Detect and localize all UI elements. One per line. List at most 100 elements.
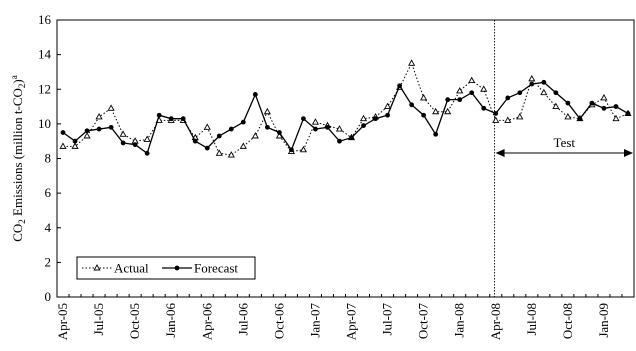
forecast-point — [541, 79, 547, 85]
y-tick-label: 8 — [45, 151, 52, 166]
forecast-point — [469, 90, 475, 96]
y-axis-title: CO2 Emissions (million t-CO2)a — [9, 75, 27, 242]
x-tick-label: Jul-07 — [380, 303, 395, 336]
x-tick-label: Apr-06 — [199, 303, 214, 341]
actual-point — [552, 102, 560, 110]
forecast-point — [493, 111, 499, 116]
y-tick-label: 16 — [38, 12, 52, 27]
forecast-point — [120, 140, 126, 146]
actual-point — [227, 151, 235, 158]
actual-point — [492, 116, 500, 123]
x-tick-label: Jan-07 — [307, 303, 322, 338]
series-actual — [59, 59, 632, 158]
actual-point — [432, 107, 440, 115]
forecast-point — [156, 112, 162, 118]
y-tick-label: 10 — [38, 116, 51, 131]
forecast-point — [168, 116, 174, 122]
x-tick-label: Jul-08 — [524, 303, 539, 336]
actual-point — [83, 132, 91, 139]
series-layer — [59, 59, 632, 158]
forecast-point — [625, 111, 631, 116]
legend-forecast-label: Forecast — [194, 261, 238, 276]
actual-point — [311, 118, 320, 125]
forecast-point — [445, 97, 451, 103]
forecast-point — [252, 92, 258, 97]
forecast-point — [325, 124, 330, 130]
x-tick-label: Jul-05 — [91, 303, 106, 336]
forecast-point — [301, 116, 306, 122]
forecast-point — [144, 150, 150, 156]
x-tick-label: Apr-08 — [488, 303, 503, 340]
actual-point — [143, 135, 151, 142]
forecast-point — [409, 102, 415, 108]
plot-border — [56, 19, 635, 298]
test-annotation: Test — [494, 20, 633, 297]
forecast-point — [72, 138, 78, 144]
actual-point — [335, 125, 344, 132]
x-tick-label: Jan-08 — [452, 303, 467, 338]
forecast-point — [108, 124, 114, 130]
forecast-point — [565, 100, 571, 106]
forecast-point — [228, 126, 234, 132]
forecast-point — [264, 124, 270, 130]
forecast-point — [192, 138, 198, 144]
actual-point — [480, 85, 488, 92]
x-tick-label: Apr-07 — [344, 303, 359, 341]
forecast-point — [84, 128, 90, 134]
x-tick-label: Jul-06 — [235, 303, 250, 336]
forecast-point — [421, 112, 427, 118]
actual-point — [540, 88, 548, 96]
x-tick-label: Jan-09 — [596, 303, 611, 338]
x-tick-label: Oct-08 — [560, 303, 575, 339]
actual-point — [408, 59, 416, 66]
forecast-point — [180, 116, 186, 122]
actual-point — [444, 107, 452, 115]
y-tick-label: 0 — [45, 289, 52, 304]
x-axis: Apr-05 Jul-05 Oct-05 Jan-06 Apr-06 Jul-06 Oct-… — [55, 294, 635, 341]
forecast-point — [529, 81, 535, 87]
forecast-point — [96, 126, 102, 132]
forecast-point — [589, 100, 595, 106]
forecast-point — [505, 95, 511, 101]
actual-point — [71, 142, 79, 149]
x-tick-label: Jan-06 — [163, 303, 178, 338]
actual-point — [384, 102, 392, 110]
y-tick-label: 6 — [45, 185, 52, 200]
actual-point — [359, 114, 368, 122]
test-arrow-right-head — [624, 149, 633, 157]
actual-point — [612, 114, 620, 122]
legend-forecast-marker — [174, 265, 180, 271]
actual-point — [468, 76, 476, 84]
forecast-point — [601, 105, 607, 111]
forecast-point — [337, 138, 342, 144]
actual-point — [456, 87, 464, 94]
forecast-point — [289, 147, 294, 153]
actual-point — [420, 93, 428, 101]
forecast-point — [433, 131, 439, 137]
actual-point — [251, 132, 259, 139]
x-tick-label: Apr-05 — [55, 303, 70, 340]
y-tick-label: 12 — [38, 81, 51, 96]
x-tick-label: Oct-05 — [127, 303, 142, 339]
plot-area — [56, 19, 635, 298]
y-tick-label: 2 — [45, 254, 52, 269]
x-tick-label: Oct-06 — [271, 303, 286, 340]
legend-actual-marker — [93, 264, 101, 271]
forecast-point — [577, 116, 583, 122]
y-tick-label: 14 — [38, 47, 52, 62]
forecast-point — [349, 135, 354, 141]
actual-point — [59, 142, 67, 149]
y-tick-label: 4 — [45, 220, 52, 235]
forecast-point — [481, 105, 487, 111]
actual-point — [263, 107, 271, 115]
forecast-point — [553, 90, 559, 96]
series-forecast — [60, 79, 631, 156]
y-axis: 0 2 4 6 8 10 12 14 16 — [38, 12, 61, 304]
test-arrow-left-head — [495, 149, 505, 157]
actual-point — [95, 113, 103, 120]
actual-point — [203, 123, 211, 130]
actual-point — [215, 149, 223, 156]
legend: Actual Forecast — [76, 256, 256, 280]
actual-point — [504, 116, 512, 123]
forecast-point — [613, 104, 619, 109]
